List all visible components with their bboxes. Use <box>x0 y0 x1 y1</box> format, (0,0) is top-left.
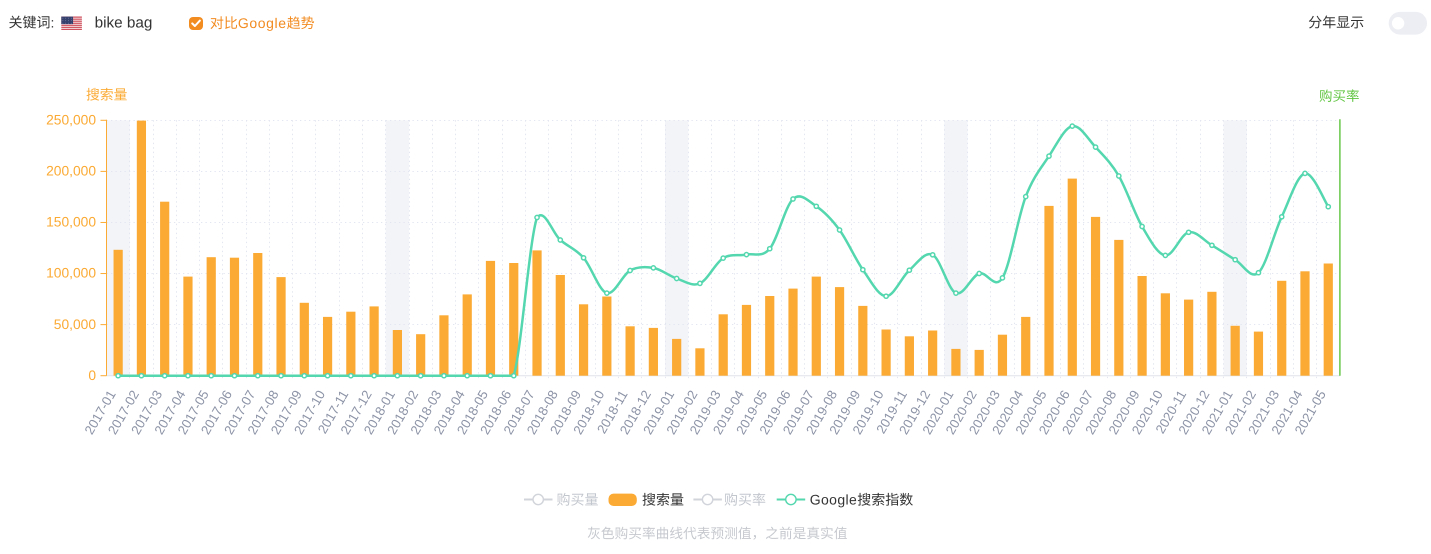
svg-text:200,000: 200,000 <box>46 164 96 179</box>
svg-text:50,000: 50,000 <box>54 317 97 332</box>
svg-text:150,000: 150,000 <box>46 215 96 230</box>
svg-text:Google: Google <box>238 15 287 31</box>
svg-text:100,000: 100,000 <box>46 266 96 281</box>
svg-text:0: 0 <box>88 368 96 383</box>
svg-text:250,000: 250,000 <box>46 113 96 128</box>
svg-text:Google: Google <box>810 492 858 508</box>
svg-text::: : <box>51 14 55 30</box>
svg-text:bike bag: bike bag <box>95 15 153 32</box>
